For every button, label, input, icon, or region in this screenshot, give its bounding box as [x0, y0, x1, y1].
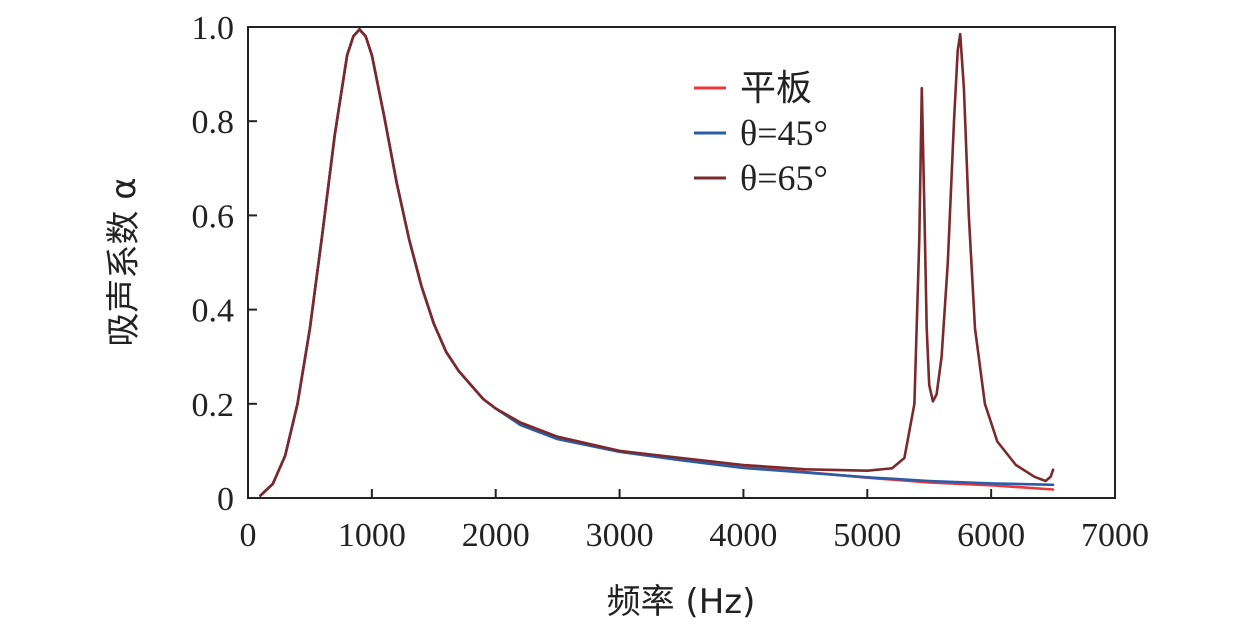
y-tick-label: 0.2: [192, 387, 235, 424]
y-tick-label: 0: [217, 481, 234, 518]
x-axis: 0 1000 2000 3000 4000 5000 6000 7000: [240, 489, 1149, 554]
series-line-2: [259, 28, 1055, 497]
x-axis-title: 频率 (Hz): [607, 582, 756, 622]
y-axis: 0 0.2 0.4 0.6 0.8 1.0: [192, 10, 257, 518]
x-tick-label: 6000: [957, 517, 1025, 554]
y-tick-label: 0.4: [192, 293, 235, 330]
x-tick-label: 4000: [709, 517, 777, 554]
legend: 平板 θ=45° θ=65°: [694, 68, 828, 198]
x-tick-label: 3000: [586, 517, 654, 554]
legend-label: 平板: [740, 68, 812, 108]
x-tick-label: 7000: [1081, 517, 1149, 554]
x-tick-label: 5000: [833, 517, 901, 554]
series-line-3: [259, 28, 1055, 497]
plot-lines: [259, 28, 1055, 497]
y-tick-label: 0.6: [192, 198, 235, 235]
legend-label: θ=45°: [740, 113, 828, 153]
x-tick-label: 0: [240, 517, 257, 554]
y-tick-label: 0.8: [192, 104, 235, 141]
plot-frame: [247, 26, 1116, 499]
y-axis-title: 吸声系数 α: [104, 177, 144, 346]
x-tick-label: 2000: [462, 517, 530, 554]
y-tick-label: 1.0: [192, 10, 235, 47]
series-line-1: [259, 28, 1055, 497]
legend-label: θ=65°: [740, 158, 828, 198]
x-tick-label: 1000: [338, 517, 406, 554]
